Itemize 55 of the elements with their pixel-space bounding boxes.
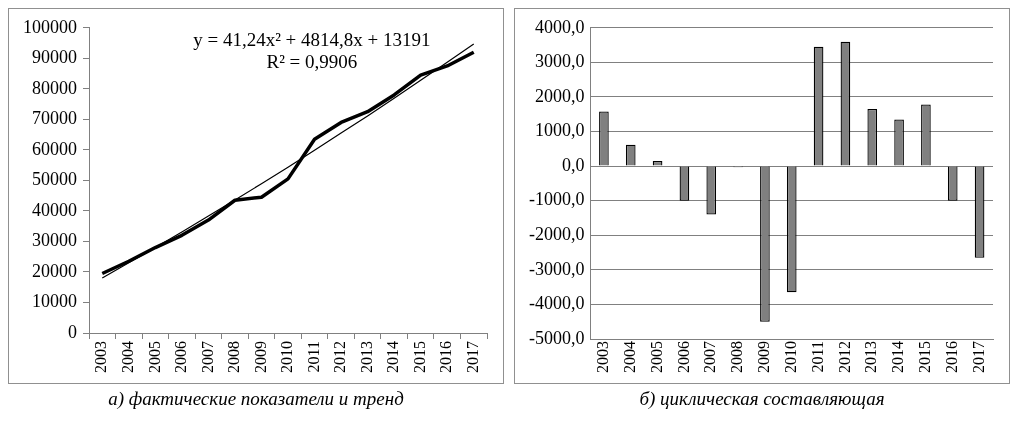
x-tick-label: 2007 <box>701 341 719 373</box>
x-tick-label: 2004 <box>620 341 638 373</box>
x-tick-label: 2017 <box>463 341 481 373</box>
x-tick-label: 2016 <box>942 341 960 373</box>
text: б) циклическая составляющая <box>638 388 886 410</box>
x-tick-label: 2009 <box>755 341 773 373</box>
y-tick-label: 60000 <box>32 138 77 159</box>
x-tick-label: 2012 <box>331 341 349 373</box>
y-tick-label: -1000,0 <box>528 189 585 210</box>
x-tick-label: 2003 <box>594 341 612 373</box>
x-tick-label: 2006 <box>172 341 190 373</box>
y-tick-label: 3000,0 <box>534 51 585 72</box>
y-tick-label: 50000 <box>32 169 77 190</box>
text: а) фактические показатели и тренд <box>107 388 405 410</box>
x-tick-label: 2014 <box>889 341 907 373</box>
y-tick-label: -2000,0 <box>528 224 585 244</box>
x-tick-label: 2005 <box>145 341 163 373</box>
y-tick-label: 40000 <box>32 199 77 220</box>
x-tick-label: 2010 <box>781 341 799 373</box>
x-tick-label: 2005 <box>647 341 665 373</box>
y-tick-label: -5000,0 <box>528 327 585 348</box>
x-tick-label: 2014 <box>384 341 402 373</box>
y-tick-label: -3000,0 <box>528 258 585 279</box>
y-tick-label: 80000 <box>32 77 77 98</box>
x-tick-label: 2003 <box>92 341 110 373</box>
annotation: R² = 0,9906 <box>266 51 358 73</box>
y-tick-label: 30000 <box>32 230 77 251</box>
y-tick-label: 1000,0 <box>534 120 585 141</box>
annotation: y = 41,24x² + 4814,8x + 13191 <box>193 29 431 51</box>
x-tick-label: 2011 <box>304 341 322 373</box>
y-tick-label: -4000,0 <box>528 293 585 314</box>
x-tick-label: 2013 <box>357 341 375 373</box>
y-tick-label: 4000,0 <box>534 16 585 37</box>
x-tick-label: 2006 <box>674 341 692 373</box>
x-tick-label: 2009 <box>251 341 269 373</box>
x-tick-label: 2011 <box>808 341 826 373</box>
y-tick-label: 70000 <box>32 108 77 129</box>
x-tick-label: 2008 <box>728 341 746 373</box>
x-tick-label: 2015 <box>916 341 934 373</box>
y-tick-label: 0,0 <box>561 154 585 175</box>
y-tick-label: 90000 <box>32 47 77 68</box>
x-tick-label: 2017 <box>969 341 987 373</box>
x-tick-label: 2004 <box>119 341 136 373</box>
x-tick-label: 2012 <box>835 341 853 373</box>
x-tick-label: 2010 <box>278 341 296 373</box>
x-tick-label: 2016 <box>437 341 455 373</box>
y-tick-label: 20000 <box>32 260 77 281</box>
x-tick-label: 2007 <box>198 341 216 373</box>
x-tick-label: 2008 <box>225 341 243 373</box>
y-tick-label: 10000 <box>32 291 77 312</box>
x-tick-label: 2015 <box>410 341 428 373</box>
y-tick-label: 100000 <box>23 16 77 37</box>
x-tick-label: 2013 <box>862 341 880 373</box>
y-tick-label: 0 <box>68 321 77 342</box>
y-tick-label: 2000,0 <box>534 85 585 106</box>
